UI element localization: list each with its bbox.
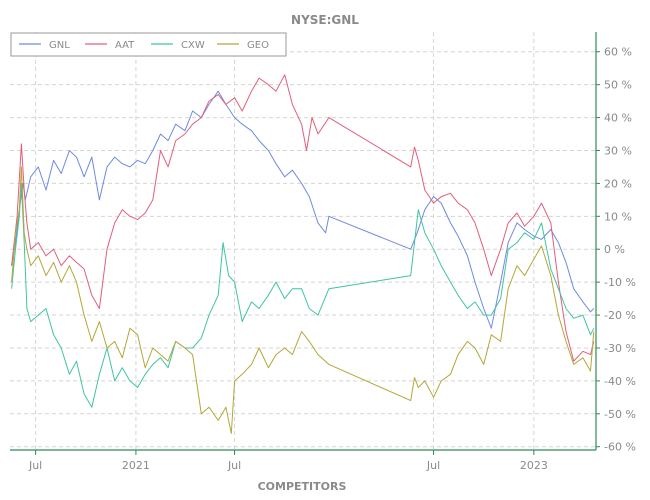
series-line-gnl: [11, 90, 595, 329]
grid: [10, 32, 596, 450]
legend-label-geo: GEO: [247, 40, 269, 51]
y-tick-label: 20 %: [604, 177, 632, 190]
y-tick-label: 50 %: [604, 79, 632, 92]
y-tick-label: -10 %: [604, 276, 636, 289]
y-tick-label: -30 %: [604, 342, 636, 355]
x-tick-label: 2021: [122, 459, 150, 472]
y-tick-label: -50 %: [604, 408, 636, 421]
chart-title: NYSE:GNL: [291, 13, 359, 27]
y-tick-label: -60 %: [604, 441, 636, 454]
plot-area: [11, 74, 595, 434]
y-tick-label: 10 %: [604, 210, 632, 223]
x-tick-label: 2023: [520, 459, 548, 472]
legend-label-gnl: GNL: [49, 40, 70, 51]
x-axis-label: COMPETITORS: [258, 480, 347, 493]
series-line-aat: [11, 74, 595, 362]
x-tick-label: Jul: [28, 459, 42, 472]
y-tick-label: 30 %: [604, 144, 632, 157]
y-tick-label: 40 %: [604, 112, 632, 125]
y-tick-label: -40 %: [604, 375, 636, 388]
legend: GNL AAT CXW GEO: [10, 32, 287, 57]
y-tick-label: 60 %: [604, 46, 632, 59]
legend-box: [10, 32, 287, 57]
y-tick-label: 0 %: [604, 243, 625, 256]
axes: 60 % 50 % 40 % 30 % 20 % 10 % 0 % -10 % -20 % -30…: [10, 32, 636, 472]
x-tick-label: Jul: [426, 459, 440, 472]
legend-label-cxw: CXW: [181, 40, 205, 51]
x-tick-label: Jul: [227, 459, 241, 472]
series-line-cxw: [11, 182, 595, 408]
legend-label-aat: AAT: [115, 40, 135, 51]
y-tick-label: -20 %: [604, 309, 636, 322]
series-line-geo: [11, 166, 595, 434]
